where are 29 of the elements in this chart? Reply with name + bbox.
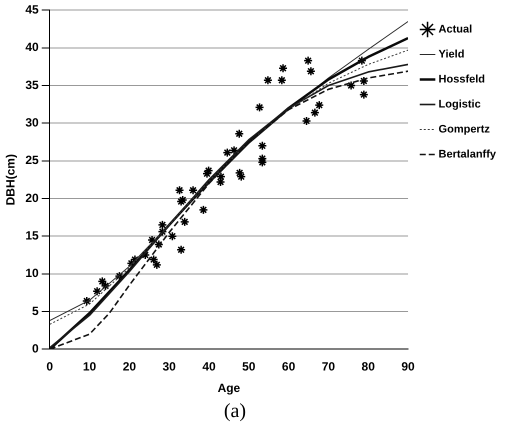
x-tick-label: 10 [82,360,97,374]
y-tick-label: 40 [25,40,40,54]
y-tick-label: 25 [25,153,40,168]
y-tick-label: 30 [25,116,40,130]
y-tick-label: 10 [25,266,40,280]
x-tick-label: 0 [46,360,54,374]
x-tick-label: 80 [362,360,376,374]
y-tick-label: 45 [25,2,40,17]
y-tick-label: 35 [25,78,40,92]
text: (a) [222,400,248,423]
x-tick-label: 70 [322,360,336,374]
y-tick-label: 5 [32,304,40,318]
x-tick-label: 20 [122,360,136,374]
x-tick-label: 30 [162,360,176,374]
legend-label: Hossfeld [438,74,486,86]
legend-label: Logistic [438,98,481,111]
y-tick-label: 0 [32,342,40,356]
x-tick-label: 90 [401,360,416,374]
x-tick-label: 40 [202,360,216,374]
x-tick-label: 60 [282,360,296,374]
legend-label: Bertalanffy [438,148,497,161]
legend-label: Yield [438,48,464,61]
y-tick-label: 15 [25,228,40,243]
y-axis-title: DBH(cm) [4,154,18,206]
legend-label: Gompertz [438,124,490,136]
x-axis-title: Age [218,381,241,396]
y-tick-label: 20 [25,190,40,205]
x-tick-label: 50 [242,360,256,374]
legend-label: Actual [438,24,472,36]
